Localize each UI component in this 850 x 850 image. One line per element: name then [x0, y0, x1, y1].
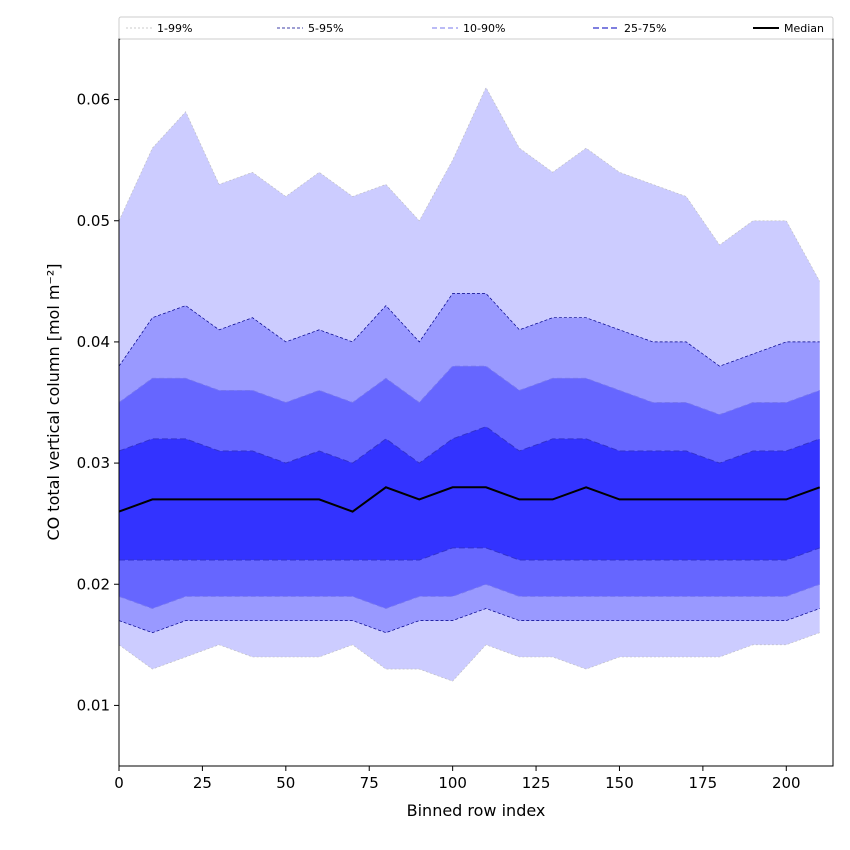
legend-label-p5_95: 5-95% — [308, 22, 343, 35]
x-tick-label: 25 — [193, 774, 212, 792]
legend-label-median: Median — [784, 22, 824, 35]
x-tick-label: 50 — [276, 774, 295, 792]
x-axis: 0 25 50 75 100 125 150 175 200 — [114, 766, 801, 792]
x-tick-label: 200 — [772, 774, 801, 792]
median-line — [118, 486, 821, 513]
band-25-75 — [119, 426, 820, 560]
y-tick-label: 0.03 — [77, 454, 110, 472]
line-p25 — [119, 547, 820, 561]
percentile-lines — [118, 86, 821, 682]
x-axis-label: Binned row index — [407, 801, 546, 820]
line-p75 — [118, 426, 820, 464]
y-tick-label: 0.04 — [77, 333, 110, 351]
x-tick-label: 0 — [114, 774, 124, 792]
line-p1 — [118, 632, 820, 682]
x-tick-label: 75 — [360, 774, 379, 792]
y-tick-label: 0.02 — [77, 575, 110, 593]
x-tick-label: 125 — [522, 774, 551, 792]
x-tick-label: 175 — [689, 774, 718, 792]
y-axis-label: CO total vertical column [mol m⁻²] — [44, 263, 63, 540]
legend-label-p10_90: 10-90% — [463, 22, 505, 35]
legend-label-p1_99: 1-99% — [157, 22, 192, 35]
x-tick-label: 100 — [438, 774, 467, 792]
percentile-bands — [119, 87, 820, 682]
line-p5 — [118, 608, 820, 634]
y-tick-label: 0.01 — [77, 696, 110, 714]
y-tick-label: 0.06 — [77, 91, 110, 109]
legend: 1-99% 5-95% 10-90% 25-75% Median — [118, 16, 834, 40]
y-axis: 0.01 0.02 0.03 0.04 0.05 0.06 — [77, 91, 119, 714]
line-p10 — [118, 583, 820, 609]
line-p95 — [118, 293, 820, 367]
y-tick-label: 0.05 — [77, 212, 110, 230]
x-tick-label: 150 — [605, 774, 634, 792]
legend-box — [118, 16, 834, 40]
legend-label-p25_75: 25-75% — [624, 22, 666, 35]
